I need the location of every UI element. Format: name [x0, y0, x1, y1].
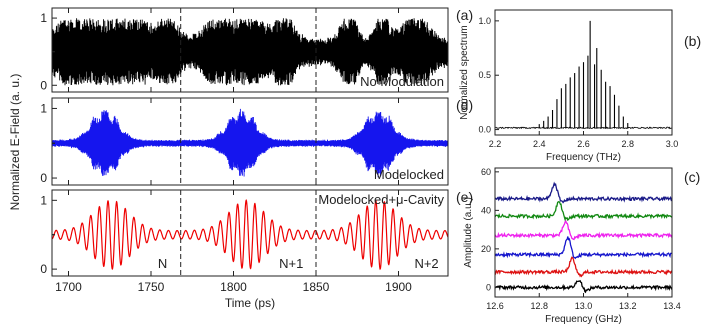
panel-a: 0 1 No Modulation (a) — [40, 7, 473, 93]
annotation-label: Modelocked — [374, 167, 444, 182]
x-tick-label: 1850 — [303, 280, 330, 294]
period-label: N+1 — [279, 256, 303, 271]
x-axis-label: Frequency (THz) — [546, 152, 621, 163]
period-label: N — [158, 256, 167, 271]
x-tick-label: 12.6 — [486, 301, 504, 311]
time-domain-panels: Normalized E-Field (a. u.) 0 1 No Modulatio… — [8, 7, 473, 310]
panel-letter: (e) — [456, 189, 473, 205]
y-tick-label: 1.0 — [478, 16, 491, 26]
signal-trace — [51, 198, 449, 271]
annotation-label: Modelocked+μ-Cavity — [318, 192, 444, 207]
panel-letter: (c) — [684, 169, 700, 185]
x-tick-label: 2.4 — [533, 139, 546, 149]
axes-frame — [51, 7, 449, 93]
signal-trace — [51, 18, 449, 86]
y-tick-label: 20 — [481, 244, 491, 254]
x-tick-label: 1750 — [138, 280, 165, 294]
annotation-label: No Modulation — [360, 74, 444, 89]
y-axis-label: Amplitude (a.u.) — [463, 197, 474, 268]
panel-d: 0 1 Modelocked (d) — [40, 97, 473, 186]
x-tick-label: 13.4 — [663, 301, 681, 311]
x-tick-label: 2.2 — [489, 139, 502, 149]
x-tick-label: 2.8 — [621, 139, 634, 149]
left-y-axis-label: Normalized E-Field (a. u.) — [8, 74, 22, 211]
x-tick-label: 13.2 — [619, 301, 637, 311]
x-tick-label: 3.0 — [666, 139, 679, 149]
signal-trace — [51, 108, 449, 178]
panel-letter: (d) — [456, 97, 473, 113]
y-tick-label: 0.0 — [478, 125, 491, 135]
rf-trace — [494, 256, 673, 278]
panel-letter: (b) — [684, 33, 701, 49]
rf-trace — [494, 236, 673, 260]
y-tick-label: 0 — [40, 171, 47, 185]
rf-spectrum-panel: 12.6 12.8 13.0 13.2 13.4 0 20 40 60 Frequency (GH… — [463, 167, 700, 325]
x-tick-label: 1700 — [55, 280, 82, 294]
panel-letter: (a) — [456, 7, 473, 23]
y-tick-label: 0 — [40, 78, 47, 92]
y-axis-label: Normalized spectrum — [459, 25, 470, 119]
y-tick-label: 0.5 — [478, 70, 491, 80]
period-label: N+2 — [414, 256, 438, 271]
y-tick-label: 0 — [40, 262, 47, 276]
x-tick-label: 12.8 — [530, 301, 548, 311]
y-tick-label: 1 — [40, 11, 47, 25]
axes-frame — [51, 189, 449, 277]
y-tick-label: 0 — [486, 282, 491, 292]
y-tick-label: 60 — [481, 167, 491, 177]
y-tick-label: 1 — [40, 193, 47, 207]
axes-frame — [494, 167, 673, 298]
y-tick-label: 40 — [481, 205, 491, 215]
rf-trace — [494, 279, 673, 294]
x-axis-label: Frequency (GHz) — [545, 314, 622, 325]
x-tick-label: 1900 — [385, 280, 412, 294]
panel-e: 0 1 Modelocked+μ-Cavity N N+1 N+2 1700 1750 1800… — [40, 189, 473, 310]
x-tick-label: 13.0 — [575, 301, 593, 311]
x-tick-label: 2.6 — [577, 139, 590, 149]
rf-trace — [494, 219, 673, 241]
rf-trace — [494, 181, 673, 204]
y-tick-label: 1 — [40, 101, 47, 115]
spectrum-panel: 2.2 2.4 2.6 2.8 3.0 0.0 0.5 1.0 Frequency (THz) N… — [459, 9, 701, 163]
x-axis-label: Time (ps) — [225, 296, 275, 310]
axes-frame — [51, 97, 449, 186]
rf-trace — [494, 201, 673, 222]
x-tick-label: 1800 — [220, 280, 247, 294]
